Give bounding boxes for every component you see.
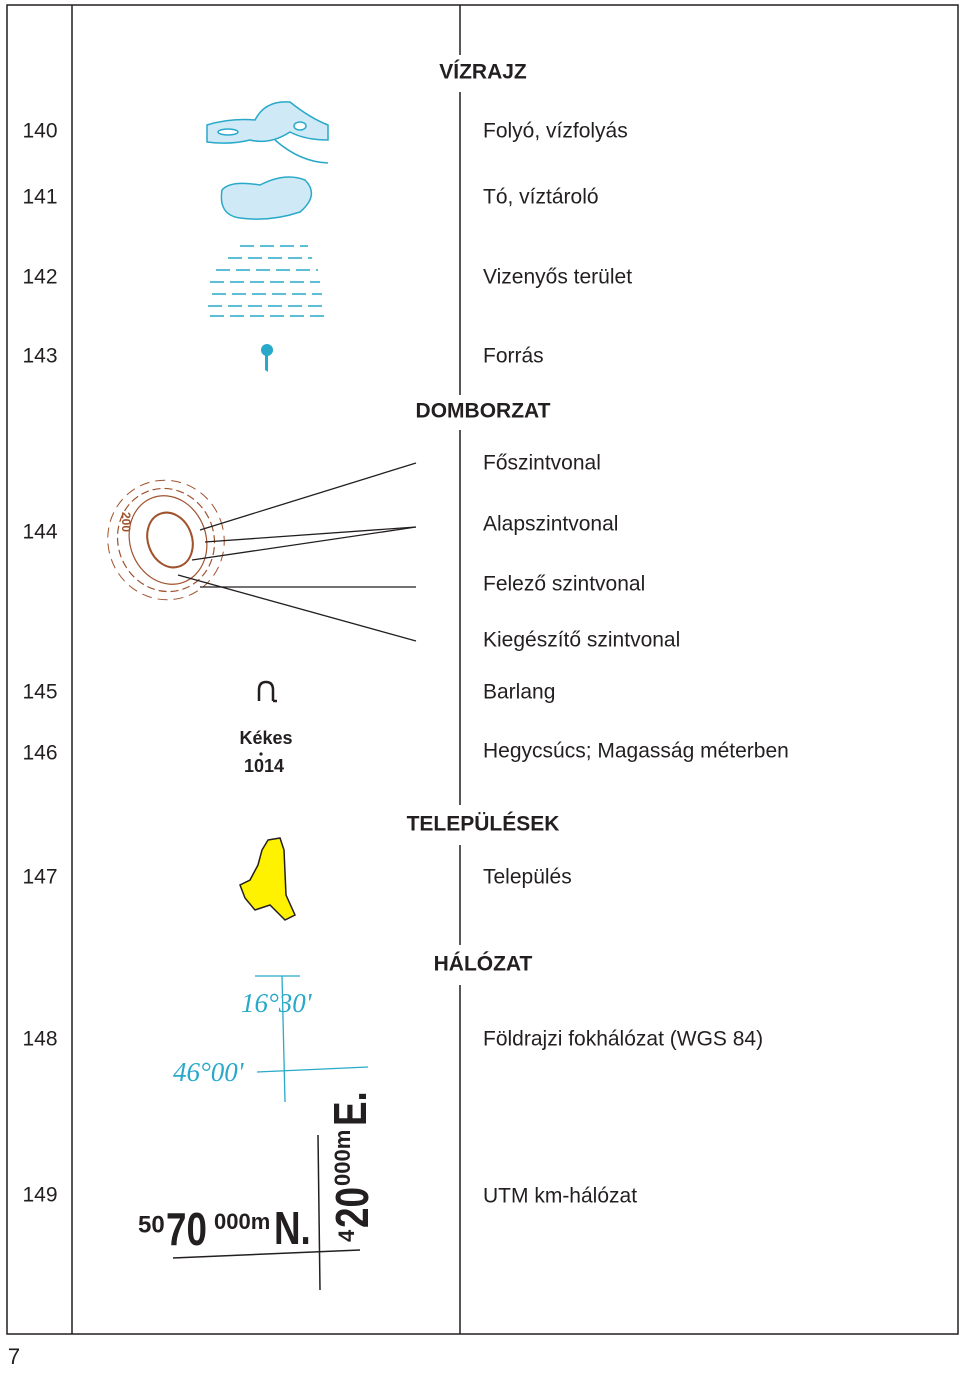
utm-part: 000m <box>214 1209 270 1234</box>
section-title: DOMBORZAT <box>416 400 551 423</box>
item-label: Főszintvonal <box>483 452 601 475</box>
item-number: 141 <box>22 186 57 209</box>
section-title: TELEPÜLÉSEK <box>407 813 560 836</box>
peak-name: Kékes <box>239 728 292 748</box>
marsh-symbol <box>208 245 326 317</box>
peak-height: 1014 <box>244 756 284 776</box>
item-label: Hegycsúcs; Magasság méterben <box>483 740 789 763</box>
items: 140 Folyó, vízfolyás 141 Tó, víztároló 1… <box>22 120 788 1208</box>
utm-part: N. <box>274 1202 311 1254</box>
utm-part: E. <box>324 1091 376 1126</box>
item-label: Település <box>483 866 572 889</box>
river-symbol <box>206 101 329 164</box>
utm-part: 4 <box>334 1229 359 1242</box>
item-label: Tó, víztároló <box>483 186 599 209</box>
item-label: Alapszintvonal <box>483 513 618 536</box>
utm-part: 70 <box>166 1203 207 1255</box>
utm-part: 20 <box>326 1187 378 1228</box>
item-number: 145 <box>22 681 57 704</box>
item-label: Barlang <box>483 681 555 704</box>
item-label: Kiegészítő szintvonal <box>483 629 680 652</box>
frame <box>6 4 959 1335</box>
item-number: 146 <box>22 742 57 765</box>
item-label: Felező szintvonal <box>483 573 645 596</box>
contour-symbol: 200 <box>107 462 417 642</box>
spring-symbol <box>261 344 273 372</box>
peak-dot <box>259 752 263 756</box>
latitude-label: 46°00' <box>173 1057 245 1087</box>
section-title: VÍZRAJZ <box>439 61 527 84</box>
cave-symbol <box>257 680 277 703</box>
lake-symbol <box>220 176 313 220</box>
item-label: Vizenyős terület <box>483 266 632 289</box>
item-label: Forrás <box>483 345 544 368</box>
item-number: 140 <box>22 120 57 143</box>
settlement-symbol <box>239 837 296 921</box>
utm-part: 50 <box>138 1211 165 1238</box>
item-label: Folyó, vízfolyás <box>483 120 628 143</box>
longitude-label: 16°30' <box>241 988 313 1018</box>
utm-north-label: 50 70 000m N. <box>138 1202 311 1255</box>
item-number: 147 <box>22 866 57 889</box>
utm-east-label: 4 20 000m E. <box>324 1091 378 1242</box>
section-title: HÁLÓZAT <box>434 952 533 976</box>
item-number: 143 <box>22 345 57 368</box>
item-number: 142 <box>22 266 57 289</box>
page-number: 7 <box>8 1344 20 1369</box>
item-number: 144 <box>22 521 57 544</box>
item-label: UTM km-hálózat <box>483 1185 637 1208</box>
item-number: 148 <box>22 1028 57 1051</box>
item-label: Földrajzi fokhálózat (WGS 84) <box>483 1028 763 1051</box>
item-number: 149 <box>22 1184 57 1207</box>
contour-label: 200 <box>119 512 133 532</box>
geo-grid-symbol <box>255 975 369 1103</box>
utm-part: 000m <box>330 1130 355 1186</box>
utm-grid-symbol <box>172 1134 361 1291</box>
